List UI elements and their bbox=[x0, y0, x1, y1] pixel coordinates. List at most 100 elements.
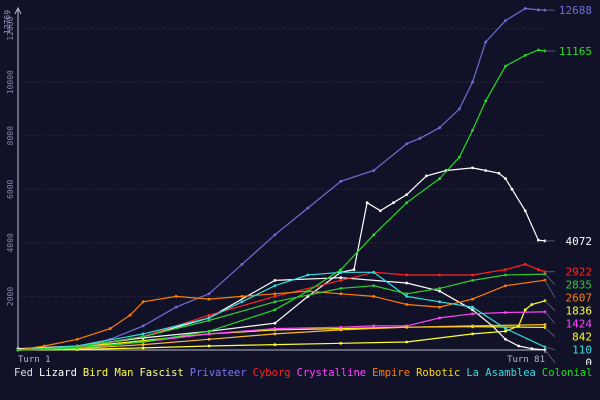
data-point bbox=[141, 332, 145, 336]
series-end-label: 11165 bbox=[559, 45, 592, 58]
series-end-label: 12688 bbox=[559, 4, 592, 17]
y-axis-arrow bbox=[14, 6, 22, 15]
x-start-label: Turn 1 bbox=[18, 355, 51, 365]
data-point bbox=[504, 329, 507, 333]
series-end-label: 2922 bbox=[566, 266, 593, 279]
data-point bbox=[405, 325, 409, 329]
data-point bbox=[42, 344, 46, 348]
end-label-leader bbox=[544, 327, 556, 338]
end-label-leader bbox=[544, 346, 556, 351]
data-point bbox=[523, 262, 527, 266]
data-point bbox=[273, 292, 277, 296]
series-end-label: 1424 bbox=[566, 318, 593, 331]
data-point bbox=[510, 187, 514, 191]
data-point bbox=[504, 337, 507, 341]
data-point bbox=[339, 278, 343, 282]
data-point bbox=[497, 171, 501, 175]
data-point bbox=[75, 345, 79, 349]
data-point bbox=[504, 19, 507, 22]
data-point bbox=[141, 300, 145, 304]
data-point bbox=[352, 268, 356, 272]
series-end-label: 1836 bbox=[566, 305, 593, 318]
data-point bbox=[141, 324, 145, 328]
y-tick-label: 8000 bbox=[6, 126, 15, 145]
series-end-label: 0 bbox=[585, 357, 592, 365]
data-point bbox=[392, 201, 395, 205]
legend-item: Bird Man bbox=[82, 367, 134, 379]
data-point bbox=[471, 305, 474, 309]
data-point bbox=[504, 64, 507, 68]
data-point bbox=[372, 169, 376, 172]
data-point bbox=[16, 348, 20, 352]
data-point bbox=[240, 262, 244, 266]
series-line bbox=[17, 7, 546, 351]
data-point bbox=[405, 273, 409, 277]
data-point bbox=[207, 344, 211, 348]
data-point bbox=[457, 107, 461, 111]
data-point bbox=[523, 7, 527, 10]
data-point bbox=[273, 332, 277, 336]
data-point bbox=[339, 270, 343, 274]
data-point bbox=[339, 341, 343, 345]
data-point bbox=[523, 209, 527, 213]
data-point bbox=[75, 337, 79, 341]
data-point bbox=[108, 327, 112, 330]
data-point bbox=[504, 327, 507, 330]
series-line bbox=[17, 263, 546, 351]
data-point bbox=[438, 126, 441, 130]
data-point bbox=[504, 284, 507, 288]
data-point bbox=[530, 347, 534, 351]
data-point bbox=[207, 292, 211, 296]
data-point bbox=[405, 201, 409, 205]
data-point bbox=[273, 295, 277, 298]
data-point bbox=[425, 174, 428, 178]
end-label-leader bbox=[544, 279, 556, 298]
series-end-label: 2607 bbox=[566, 292, 593, 305]
data-point bbox=[339, 325, 343, 329]
data-point bbox=[517, 344, 521, 348]
data-point bbox=[273, 278, 277, 282]
data-point bbox=[207, 313, 211, 317]
series-line bbox=[17, 277, 546, 351]
series-line bbox=[17, 271, 546, 351]
data-point bbox=[537, 268, 540, 272]
data-point bbox=[405, 295, 409, 298]
data-point bbox=[141, 340, 145, 344]
series-end-label: 2835 bbox=[566, 279, 593, 292]
legend-item: Privateer bbox=[189, 367, 247, 379]
data-point bbox=[537, 238, 540, 242]
data-point bbox=[240, 300, 244, 304]
data-point bbox=[438, 286, 441, 290]
data-point bbox=[207, 316, 211, 320]
y-tick-label: 6000 bbox=[6, 179, 15, 198]
data-point bbox=[174, 295, 178, 298]
legend-item: Fascist bbox=[139, 367, 184, 379]
data-point bbox=[372, 284, 376, 288]
data-point bbox=[438, 177, 441, 180]
legend-item: Cyborg bbox=[252, 367, 291, 379]
data-point bbox=[273, 321, 277, 325]
data-point bbox=[484, 169, 488, 172]
data-point bbox=[174, 305, 178, 309]
data-point bbox=[372, 233, 376, 237]
data-point bbox=[339, 268, 343, 272]
data-point bbox=[207, 319, 211, 322]
data-point bbox=[418, 137, 422, 140]
data-point bbox=[471, 166, 474, 170]
data-point bbox=[484, 40, 488, 44]
end-label-leader bbox=[544, 273, 556, 286]
data-point bbox=[530, 303, 534, 306]
data-point bbox=[471, 278, 474, 282]
data-point bbox=[273, 300, 277, 304]
data-point bbox=[273, 343, 277, 347]
data-point bbox=[141, 335, 145, 339]
data-point bbox=[471, 312, 474, 316]
legend-item: La Asamblea bbox=[466, 367, 536, 379]
data-point bbox=[339, 286, 343, 290]
data-point bbox=[365, 201, 369, 205]
data-point bbox=[471, 80, 474, 84]
data-point bbox=[523, 308, 527, 312]
data-point bbox=[405, 340, 409, 344]
data-point bbox=[273, 327, 277, 330]
